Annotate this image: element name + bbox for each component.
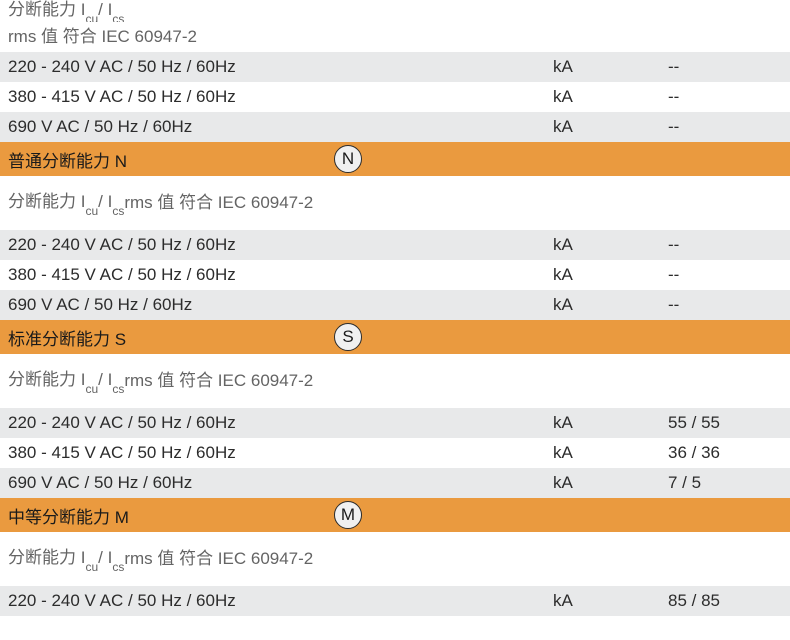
table-row: 220 - 240 V AC / 50 Hz / 60Hz kA 85 / 85	[0, 586, 790, 616]
row-unit: kA	[553, 443, 668, 463]
row-value: --	[668, 265, 782, 285]
row-label: 220 - 240 V AC / 50 Hz / 60Hz	[8, 413, 553, 433]
bc-sub2: cs	[112, 12, 124, 22]
row-value: 36 / 36	[668, 443, 782, 463]
section-title: 普通分断能力 N	[8, 147, 330, 172]
row-label: 380 - 415 V AC / 50 Hz / 60Hz	[8, 443, 553, 463]
bc-line2: rms 值 符合 IEC 60947-2	[8, 25, 553, 49]
row-label: 380 - 415 V AC / 50 Hz / 60Hz	[8, 265, 553, 285]
row-unit: kA	[553, 87, 668, 107]
row-label: 220 - 240 V AC / 50 Hz / 60Hz	[8, 235, 553, 255]
row-unit: kA	[553, 591, 668, 611]
section-header-s: 标准分断能力 S S	[0, 320, 790, 354]
row-unit: kA	[553, 57, 668, 77]
row-value: --	[668, 87, 782, 107]
table-row: 380 - 415 V AC / 50 Hz / 60Hz kA 36 / 36	[0, 438, 790, 468]
row-label: 690 V AC / 50 Hz / 60Hz	[8, 473, 553, 493]
section-header-m: 中等分断能力 M M	[0, 498, 790, 532]
breaking-capacity-text: 分断能力 Icu/ Ics	[8, 0, 553, 22]
row-unit: kA	[553, 413, 668, 433]
bc-text: 分断能力 I	[8, 0, 85, 19]
row-label: 380 - 415 V AC / 50 Hz / 60Hz	[8, 87, 553, 107]
row-value: 55 / 55	[668, 413, 782, 433]
row-value: --	[668, 57, 782, 77]
breaking-capacity-header: 分断能力 Icu/ Ics rms 值 符合 IEC 60947-2	[0, 532, 790, 586]
section-header-n: 普通分断能力 N N	[0, 142, 790, 176]
table-row: 380 - 415 V AC / 50 Hz / 60Hz kA --	[0, 260, 790, 290]
n-icon: N	[334, 145, 362, 173]
row-unit: kA	[553, 473, 668, 493]
m-icon: M	[334, 501, 362, 529]
table-row: 220 - 240 V AC / 50 Hz / 60Hz kA 55 / 55	[0, 408, 790, 438]
table-row: 690 V AC / 50 Hz / 60Hz kA --	[0, 112, 790, 142]
row-value: --	[668, 117, 782, 137]
row-unit: kA	[553, 265, 668, 285]
row-label: 220 - 240 V AC / 50 Hz / 60Hz	[8, 591, 553, 611]
table-row: 690 V AC / 50 Hz / 60Hz kA --	[0, 290, 790, 320]
row-value: 7 / 5	[668, 473, 782, 493]
row-label: 690 V AC / 50 Hz / 60Hz	[8, 117, 553, 137]
breaking-capacity-text: 分断能力 Icu/ Ics rms 值 符合 IEC 60947-2	[8, 368, 553, 394]
row-label: 220 - 240 V AC / 50 Hz / 60Hz	[8, 57, 553, 77]
table-row: 220 - 240 V AC / 50 Hz / 60Hz kA --	[0, 52, 790, 82]
breaking-capacity-text: 分断能力 Icu/ Ics rms 值 符合 IEC 60947-2	[8, 190, 553, 216]
row-unit: kA	[553, 117, 668, 137]
row-unit: kA	[553, 295, 668, 315]
spec-table: 分断能力 Icu/ Ics rms 值 符合 IEC 60947-2 220 -…	[0, 0, 790, 616]
row-value: --	[668, 235, 782, 255]
breaking-capacity-header: 分断能力 Icu/ Ics	[0, 0, 790, 22]
table-row: 380 - 415 V AC / 50 Hz / 60Hz kA --	[0, 82, 790, 112]
breaking-capacity-header2: rms 值 符合 IEC 60947-2	[0, 22, 790, 52]
row-value: 85 / 85	[668, 591, 782, 611]
section-title: 中等分断能力 M	[8, 503, 330, 528]
row-label: 690 V AC / 50 Hz / 60Hz	[8, 295, 553, 315]
breaking-capacity-text: 分断能力 Icu/ Ics rms 值 符合 IEC 60947-2	[8, 546, 553, 572]
row-unit: kA	[553, 235, 668, 255]
row-value: --	[668, 295, 782, 315]
bc-slash: / I	[98, 0, 112, 19]
table-row: 690 V AC / 50 Hz / 60Hz kA 7 / 5	[0, 468, 790, 498]
table-row: 220 - 240 V AC / 50 Hz / 60Hz kA --	[0, 230, 790, 260]
breaking-capacity-header: 分断能力 Icu/ Ics rms 值 符合 IEC 60947-2	[0, 354, 790, 408]
breaking-capacity-header: 分断能力 Icu/ Ics rms 值 符合 IEC 60947-2	[0, 176, 790, 230]
section-title: 标准分断能力 S	[8, 325, 330, 350]
s-icon: S	[334, 323, 362, 351]
bc-sub: cu	[85, 12, 98, 22]
